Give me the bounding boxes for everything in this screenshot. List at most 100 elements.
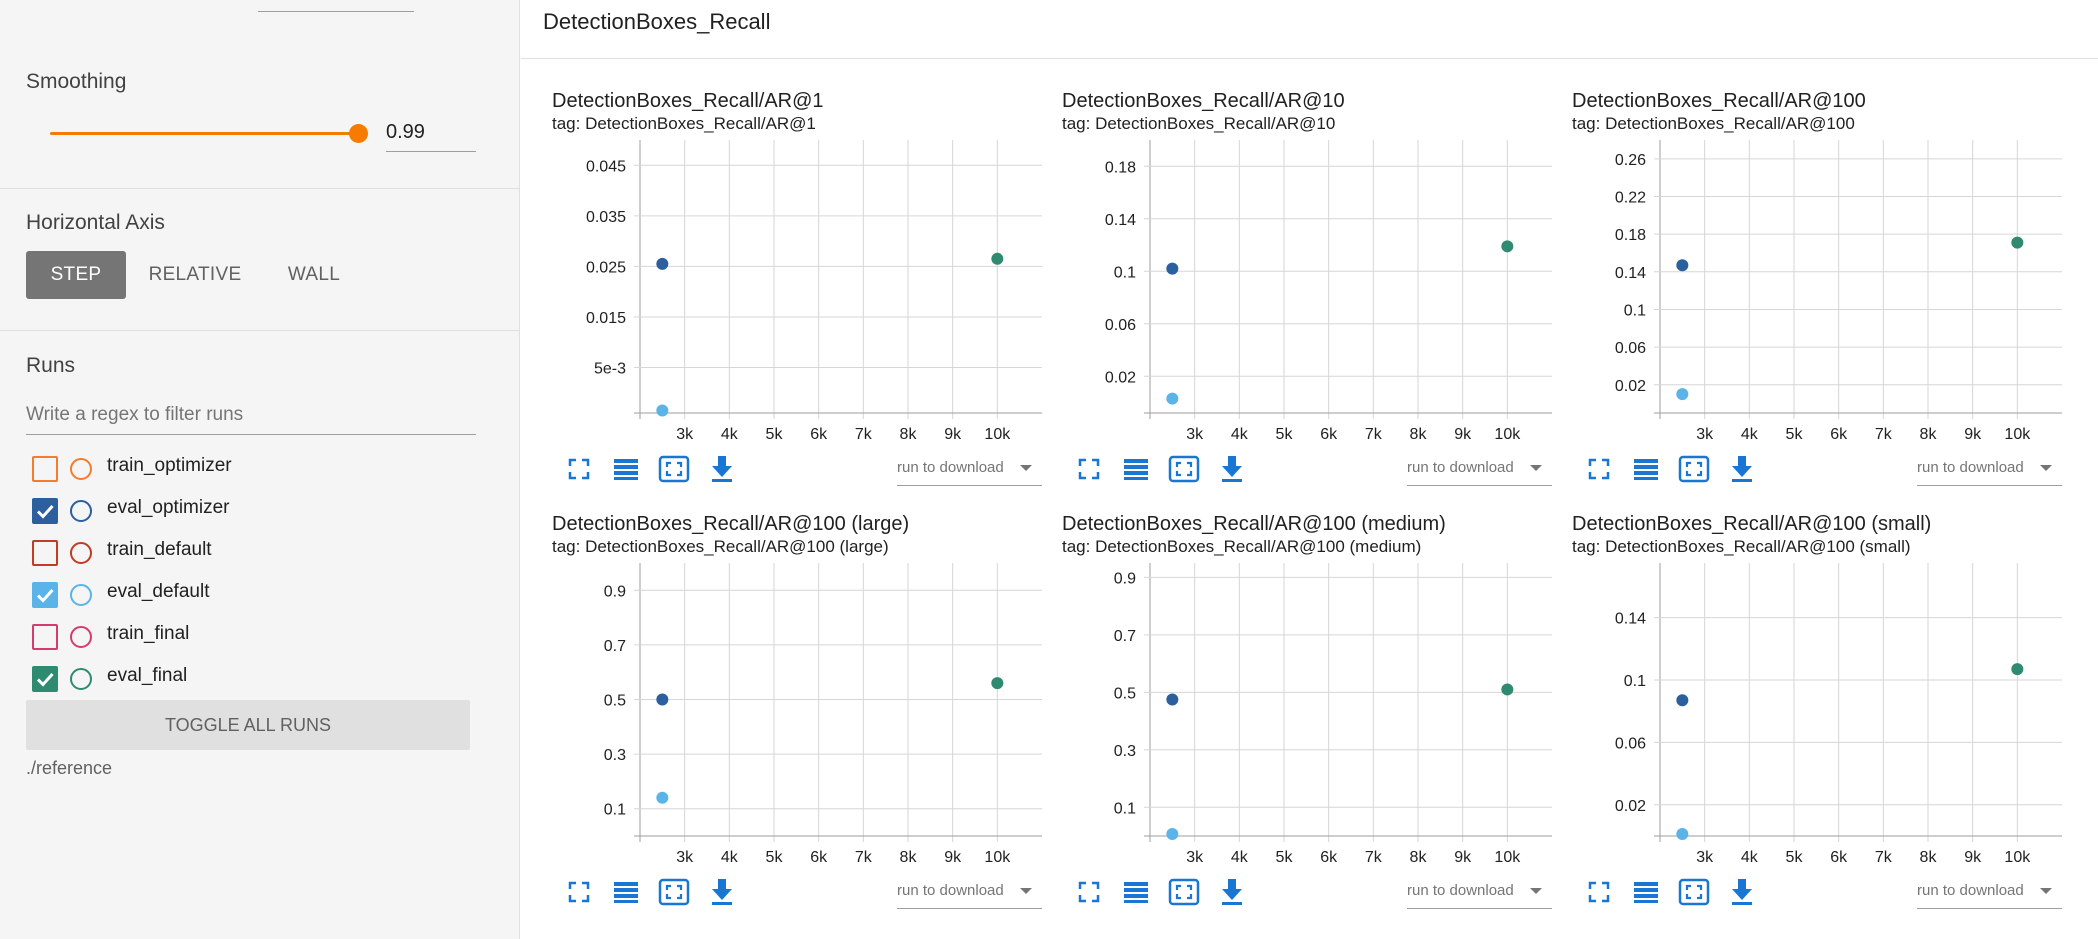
fit-domain-icon[interactable]	[1677, 875, 1711, 909]
chart-tag: tag: DetectionBoxes_Recall/AR@10	[1062, 114, 1336, 133]
run-label: eval_default	[107, 581, 210, 602]
x-tick-label: 3k	[1186, 426, 1204, 443]
scatter-chart[interactable]: 3k 4k 5k 6k 7k 8k 9k 10k 0.1 0.3 0.5 0.7 0.9	[552, 563, 1042, 873]
fit-domain-icon[interactable]	[1677, 452, 1711, 486]
x-tick-label: 5k	[1276, 849, 1294, 866]
x-tick-label: 9k	[1454, 426, 1472, 443]
chart-card: DetectionBoxes_Recall/AR@10 tag: Detectio…	[1062, 90, 1552, 510]
x-tick-label: 8k	[1920, 426, 1938, 443]
toggle-log-scale-icon[interactable]	[1629, 452, 1663, 486]
run-to-download-select[interactable]: run to download	[897, 879, 1042, 909]
sidebar: Smoothing 0.99 Horizontal Axis STEP RELA…	[0, 0, 520, 939]
run-label: train_default	[107, 539, 212, 560]
y-tick-label: 0.14	[1105, 212, 1136, 229]
fullscreen-icon[interactable]	[562, 875, 596, 909]
fit-domain-icon[interactable]	[657, 875, 691, 909]
top-field-underline[interactable]	[258, 11, 414, 12]
run-color-circle-icon[interactable]	[70, 668, 92, 690]
toggle-log-scale-icon[interactable]	[1119, 875, 1153, 909]
fullscreen-icon[interactable]	[1072, 875, 1106, 909]
download-icon[interactable]	[1725, 452, 1759, 486]
data-point-eval_final	[1501, 683, 1514, 696]
x-tick-label: 10k	[984, 849, 1011, 866]
scatter-chart[interactable]: 3k 4k 5k 6k 7k 8k 9k 10k 0.02 0.06 0.1 0.14	[1572, 563, 2062, 873]
header-divider	[521, 58, 2098, 59]
chart-toolbar: run to download	[552, 452, 1042, 488]
run-label: eval_optimizer	[107, 497, 230, 518]
fullscreen-icon[interactable]	[1072, 452, 1106, 486]
run-to-download-select[interactable]: run to download	[1407, 879, 1552, 909]
download-icon[interactable]	[705, 452, 739, 486]
data-point-eval_default	[1676, 828, 1689, 840]
smoothing-slider-track[interactable]	[50, 132, 358, 135]
x-tick-label: 7k	[855, 849, 873, 866]
download-icon[interactable]	[1725, 875, 1759, 909]
fullscreen-icon[interactable]	[562, 452, 596, 486]
y-tick-label: 0.9	[1114, 570, 1136, 587]
scatter-chart[interactable]: 3k 4k 5k 6k 7k 8k 9k 10k 0.02 0.06 0.1 0.14 0.18 0.22…	[1572, 140, 2062, 450]
run-to-download-select[interactable]: run to download	[1407, 456, 1552, 486]
chevron-down-icon	[1020, 465, 1032, 471]
data-point-eval_default	[1166, 392, 1179, 405]
y-tick-label: 0.1	[1114, 264, 1136, 281]
y-tick-label: 0.5	[1114, 685, 1136, 702]
run-to-download-select[interactable]: run to download	[897, 456, 1042, 486]
download-icon[interactable]	[705, 875, 739, 909]
run-color-circle-icon[interactable]	[70, 584, 92, 606]
x-tick-label: 6k	[1830, 849, 1848, 866]
scatter-chart[interactable]: 3k 4k 5k 6k 7k 8k 9k 10k 5e-3 0.015 0.025 0.035 0.04…	[552, 140, 1042, 450]
run-to-download-placeholder: run to download	[1407, 882, 1514, 899]
fullscreen-icon[interactable]	[1582, 875, 1616, 909]
toggle-log-scale-icon[interactable]	[1629, 875, 1663, 909]
checkbox-unchecked-icon[interactable]	[32, 624, 58, 650]
checkbox-unchecked-icon[interactable]	[32, 456, 58, 482]
run-color-circle-icon[interactable]	[70, 500, 92, 522]
chevron-down-icon	[1530, 888, 1542, 894]
run-to-download-placeholder: run to download	[1407, 459, 1514, 476]
chevron-down-icon	[2040, 888, 2052, 894]
run-color-circle-icon[interactable]	[70, 542, 92, 564]
smoothing-slider-thumb[interactable]	[349, 124, 368, 143]
runs-filter-input[interactable]: Write a regex to filter runs	[26, 398, 476, 435]
chart-title: DetectionBoxes_Recall/AR@100 (small)	[1572, 513, 1932, 535]
run-to-download-select[interactable]: run to download	[1917, 456, 2062, 486]
chart-tag: tag: DetectionBoxes_Recall/AR@1	[552, 114, 816, 133]
chart-card: DetectionBoxes_Recall/AR@100 (medium) tag…	[1062, 513, 1552, 933]
run-to-download-placeholder: run to download	[1917, 459, 2024, 476]
chart-title: DetectionBoxes_Recall/AR@1	[552, 90, 824, 112]
x-tick-label: 8k	[900, 849, 918, 866]
chart-tag: tag: DetectionBoxes_Recall/AR@100 (mediu…	[1062, 537, 1422, 556]
checkbox-checked-icon[interactable]	[32, 498, 58, 524]
y-tick-label: 0.06	[1105, 317, 1136, 334]
y-tick-label: 0.02	[1615, 378, 1646, 395]
download-icon[interactable]	[1215, 875, 1249, 909]
toggle-log-scale-icon[interactable]	[609, 875, 643, 909]
checkbox-unchecked-icon[interactable]	[32, 540, 58, 566]
chart-card: DetectionBoxes_Recall/AR@100 (small) tag:…	[1572, 513, 2062, 933]
data-point-eval_optimizer	[656, 693, 669, 706]
toggle-log-scale-icon[interactable]	[1119, 452, 1153, 486]
checkbox-checked-icon[interactable]	[32, 666, 58, 692]
axis-relative-button[interactable]: RELATIVE	[148, 264, 242, 285]
x-tick-label: 5k	[766, 426, 784, 443]
scatter-chart[interactable]: 3k 4k 5k 6k 7k 8k 9k 10k 0.1 0.3 0.5 0.7 0.9	[1062, 563, 1552, 873]
toggle-log-scale-icon[interactable]	[609, 452, 643, 486]
fullscreen-icon[interactable]	[1582, 452, 1616, 486]
toggle-all-runs-button[interactable]: TOGGLE ALL RUNS	[26, 700, 470, 750]
fit-domain-icon[interactable]	[1167, 875, 1201, 909]
run-label: train_final	[107, 623, 190, 644]
axis-wall-button[interactable]: WALL	[287, 264, 341, 285]
smoothing-input[interactable]: 0.99	[386, 118, 476, 152]
run-to-download-select[interactable]: run to download	[1917, 879, 2062, 909]
scatter-chart[interactable]: 3k 4k 5k 6k 7k 8k 9k 10k 0.02 0.06 0.1 0.14 0.18	[1062, 140, 1552, 450]
download-icon[interactable]	[1215, 452, 1249, 486]
y-tick-label: 0.035	[586, 209, 626, 226]
checkbox-checked-icon[interactable]	[32, 582, 58, 608]
chart-title: DetectionBoxes_Recall/AR@100	[1572, 90, 1866, 112]
run-color-circle-icon[interactable]	[70, 458, 92, 480]
run-color-circle-icon[interactable]	[70, 626, 92, 648]
fit-domain-icon[interactable]	[657, 452, 691, 486]
axis-step-button[interactable]: STEP	[26, 251, 126, 299]
fit-domain-icon[interactable]	[1167, 452, 1201, 486]
x-tick-label: 10k	[2004, 426, 2031, 443]
